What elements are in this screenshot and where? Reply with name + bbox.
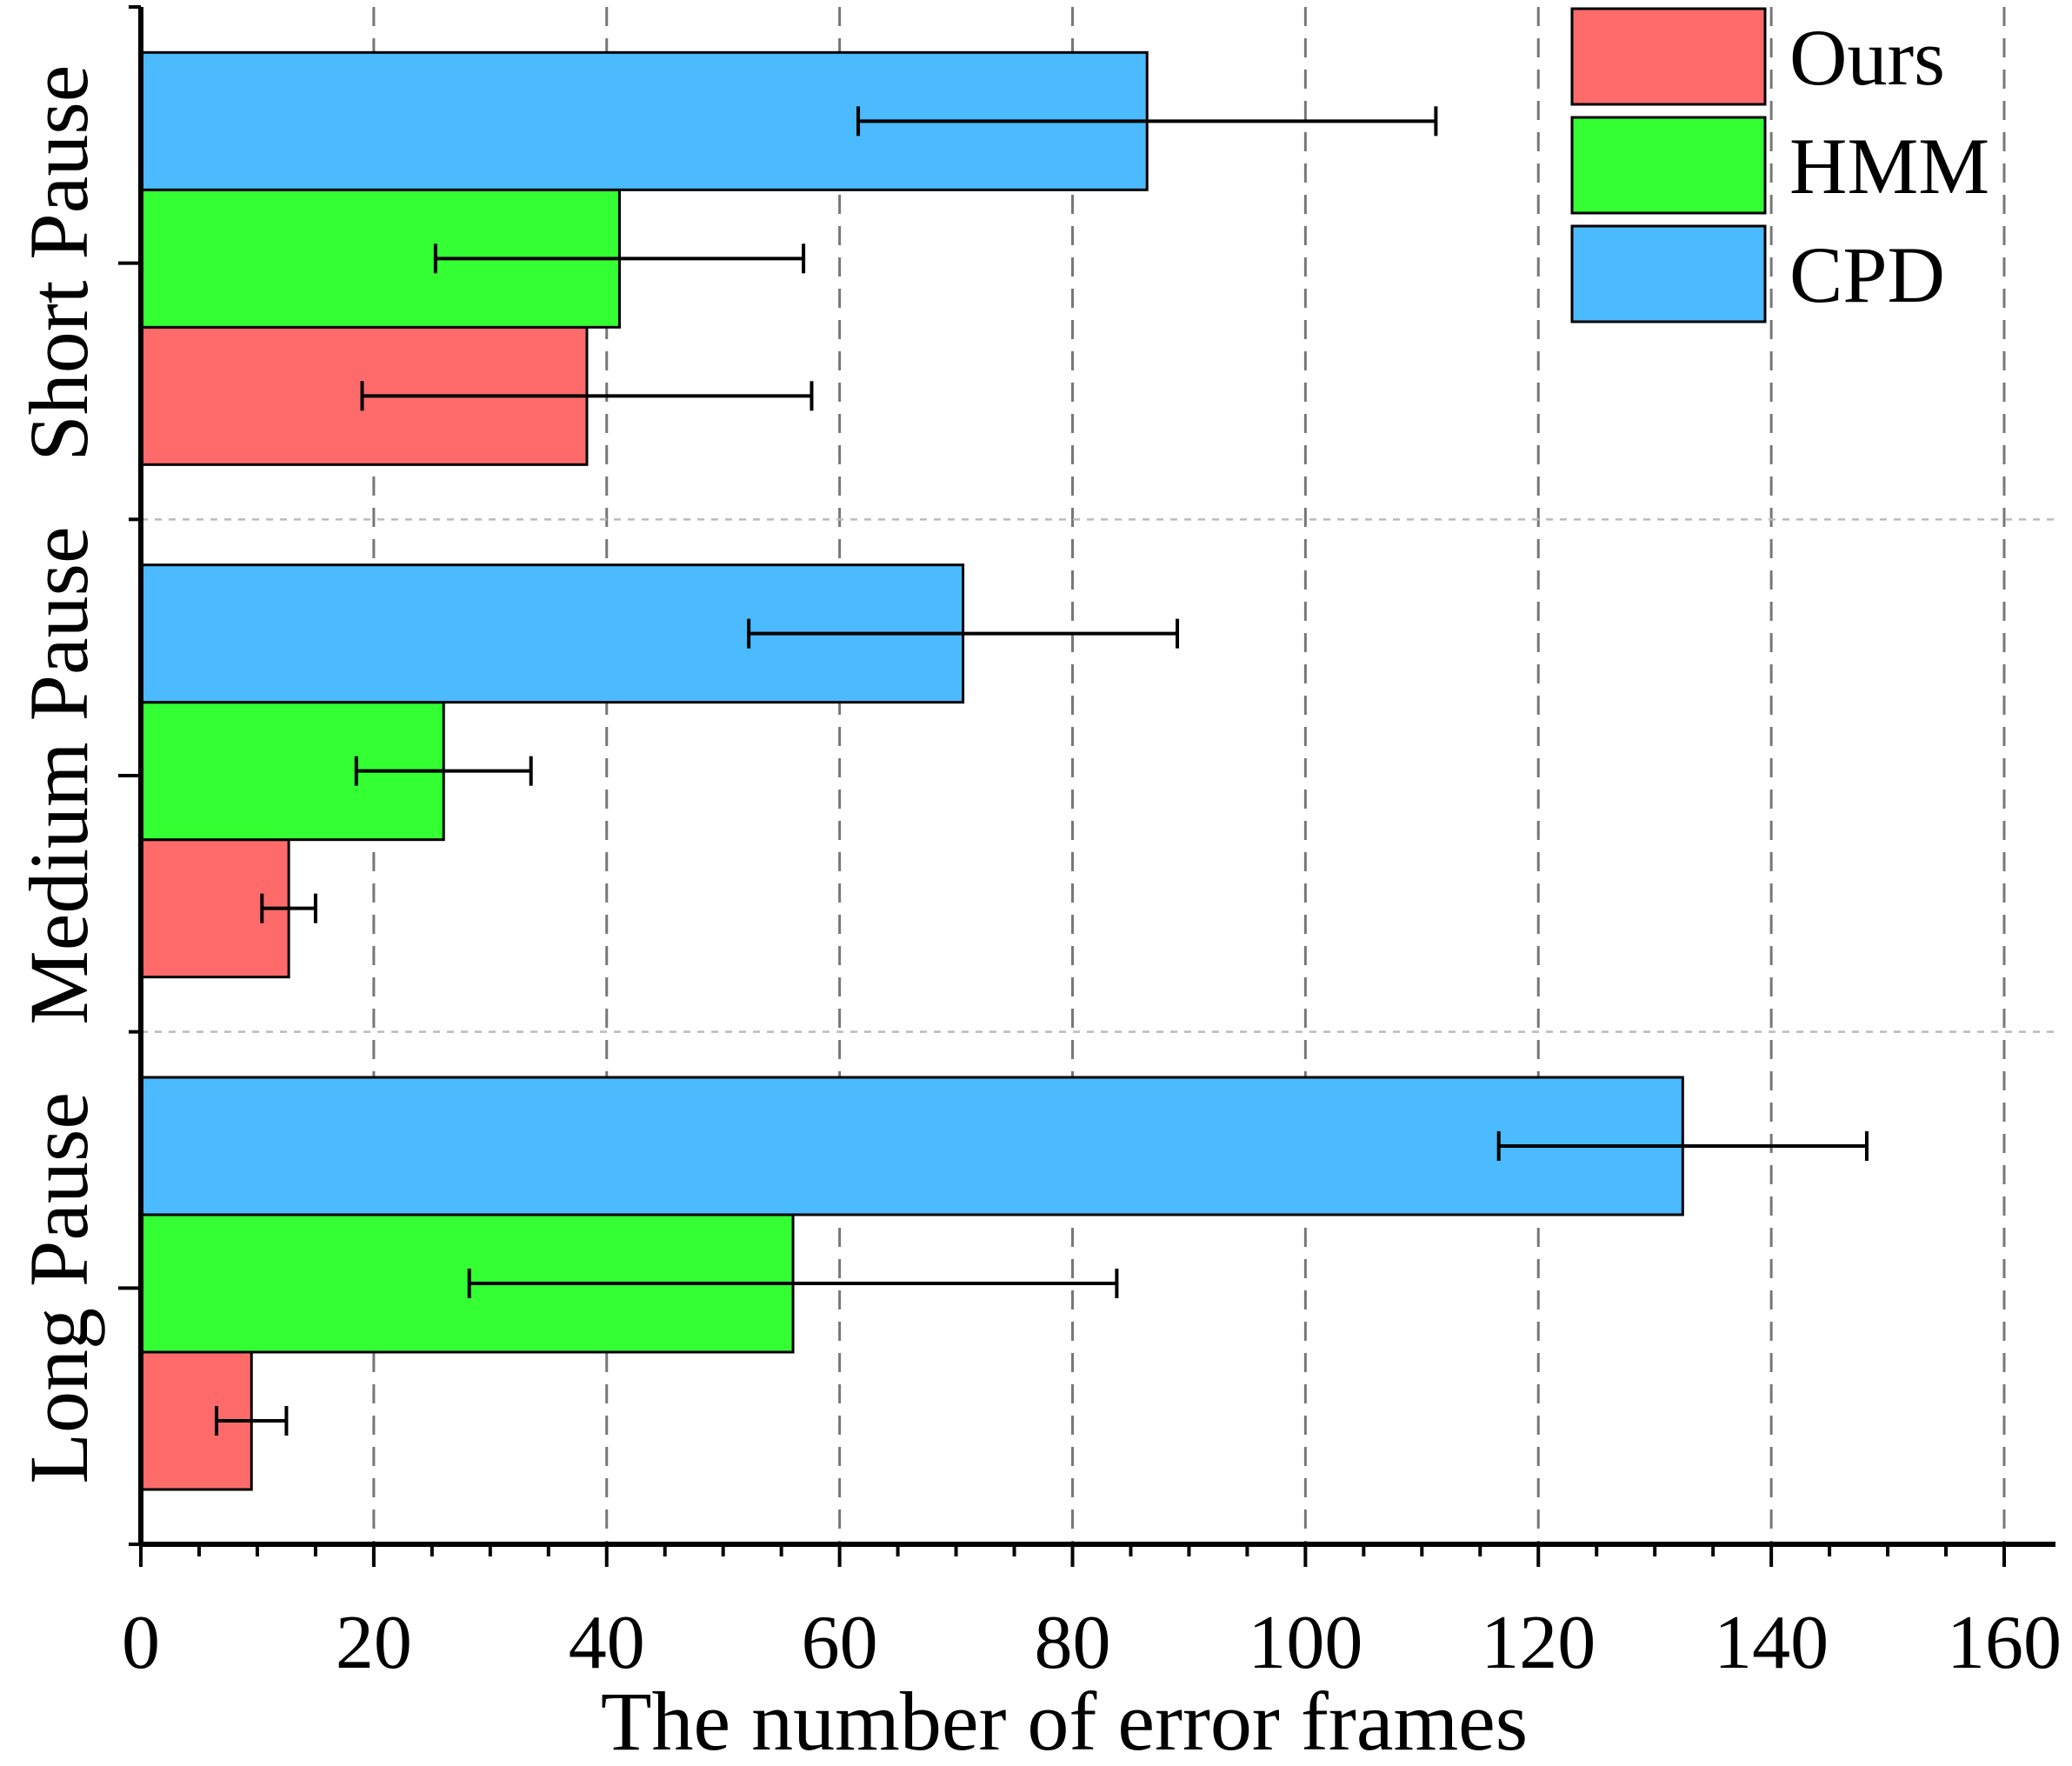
- error-bar-ours-long-pause: [215, 1406, 289, 1436]
- error-bars: [215, 106, 1869, 1436]
- x-tick-label-160: 160: [1947, 1601, 2062, 1685]
- x-tick-label-100: 100: [1248, 1601, 1362, 1685]
- legend-label-hmm: HMM: [1789, 122, 1989, 210]
- category-label-medium-pause: Medium Pause: [12, 526, 105, 1024]
- x-tick-label-0: 0: [122, 1601, 160, 1685]
- x-tick-label-40: 40: [569, 1601, 645, 1685]
- error-bar-ours-short-pause: [360, 381, 814, 411]
- legend-item-cpd: CPD: [1570, 224, 1945, 323]
- error-bar-cpd-short-pause: [856, 106, 1438, 137]
- bars: [139, 50, 1684, 1491]
- legend: Ours HMM CPD: [1570, 7, 1989, 323]
- legend-label-ours: Ours: [1789, 13, 1945, 102]
- x-tick-label-20: 20: [336, 1601, 412, 1685]
- legend-swatch-hmm: [1570, 116, 1767, 215]
- category-label-short-pause: Short Pause: [12, 65, 105, 462]
- error-bar-hmm-medium-pause: [354, 756, 533, 786]
- legend-label-cpd: CPD: [1789, 230, 1945, 319]
- x-axis-title: The number of error frames: [601, 1675, 1528, 1766]
- legend-item-ours: Ours: [1570, 7, 1945, 106]
- x-tick-label-140: 140: [1714, 1601, 1829, 1685]
- x-tick-label-60: 60: [802, 1601, 878, 1685]
- category-label-long-pause: Long Pause: [12, 1092, 105, 1484]
- error-bar-hmm-short-pause: [433, 243, 806, 274]
- error-bar-hmm-long-pause: [467, 1269, 1119, 1298]
- legend-swatch-cpd: [1570, 224, 1767, 323]
- legend-item-hmm: HMM: [1570, 116, 1989, 215]
- x-tick-label-120: 120: [1481, 1601, 1596, 1685]
- legend-swatch-ours: [1570, 7, 1767, 106]
- category-labels: Long Pause Medium Pause Short Pause: [12, 65, 105, 1484]
- error-bar-ours-medium-pause: [260, 893, 317, 923]
- error-bar-cpd-long-pause: [1496, 1131, 1869, 1161]
- bar-cpd-long-pause: [139, 1076, 1684, 1216]
- x-ticks: 0 20 40 60 80 100 120 140 160: [118, 5, 2062, 1685]
- x-tick-label-80: 80: [1035, 1601, 1111, 1685]
- error-bar-cpd-medium-pause: [747, 618, 1180, 649]
